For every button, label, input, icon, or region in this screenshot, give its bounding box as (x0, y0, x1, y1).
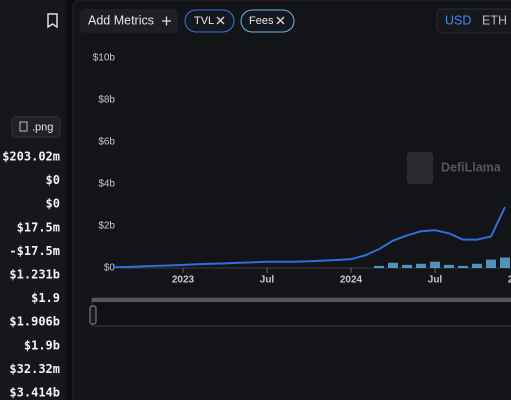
close-icon[interactable] (276, 16, 285, 25)
range-selector[interactable] (91, 297, 511, 327)
metric-value: $0 (46, 173, 60, 187)
add-metrics-label[interactable]: Add Metrics (88, 13, 154, 27)
fees-bar (444, 264, 454, 268)
fees-chip[interactable] (240, 9, 295, 33)
add-metrics-button[interactable] (80, 9, 178, 33)
currency-toggle (436, 8, 511, 34)
metric-value: $3.414b (9, 386, 60, 400)
y-tick-label: $10b (93, 53, 116, 64)
eth-option[interactable]: ETH (482, 13, 507, 27)
png-label[interactable]: .png (32, 121, 53, 133)
metric-value: $1.9 (31, 291, 60, 305)
metric-value: $0 (46, 197, 60, 211)
metric-value: $1.231b (9, 268, 60, 282)
main-panel (72, 0, 511, 400)
x-tick-label: Jul (428, 275, 443, 286)
metric-value: $17.5m (17, 220, 60, 234)
tvl-chip[interactable] (184, 9, 235, 33)
watermark-logo (407, 152, 433, 184)
file-icon (19, 121, 28, 132)
close-icon[interactable] (216, 16, 225, 25)
fees-bar (486, 259, 496, 268)
y-tick-label: $8b (98, 95, 115, 106)
range-bar[interactable] (92, 298, 511, 302)
fees-bar (430, 261, 440, 268)
fees-bar (472, 263, 482, 268)
plus-icon (162, 16, 171, 26)
watermark: DefiLlama (441, 160, 502, 174)
fees-bar (388, 262, 398, 268)
metric-value: $203.02m (2, 150, 60, 164)
range-handle[interactable] (89, 305, 97, 325)
tvl-line (112, 206, 506, 269)
x-tick-label: 2024 (340, 275, 363, 286)
metric-value: $32.32m (9, 362, 60, 376)
y-tick-label: $2b (98, 221, 115, 232)
usd-option[interactable]: USD (445, 13, 471, 27)
fees-bar (374, 265, 384, 268)
x-tick-label: 2025 (508, 275, 511, 286)
bookmark-icon[interactable] (47, 13, 58, 29)
tvl-chip-label[interactable]: TVL (194, 15, 214, 27)
y-tick-label: $6b (98, 137, 115, 148)
sidebar (0, 0, 66, 400)
fees-bar (500, 257, 510, 268)
x-tick-label: Jul (260, 275, 275, 286)
y-tick-label: $0 (104, 263, 116, 274)
metric-value: -$17.5m (9, 244, 60, 258)
fees-chip-label[interactable]: Fees (249, 15, 274, 27)
metric-value: $1.9b (24, 338, 60, 352)
x-tick-label: 2023 (172, 275, 195, 286)
fees-bar (458, 265, 468, 268)
metric-value: $1.906b (9, 315, 60, 329)
fees-bar (416, 263, 426, 268)
y-tick-label: $4b (98, 179, 115, 190)
fees-bar (402, 264, 412, 268)
